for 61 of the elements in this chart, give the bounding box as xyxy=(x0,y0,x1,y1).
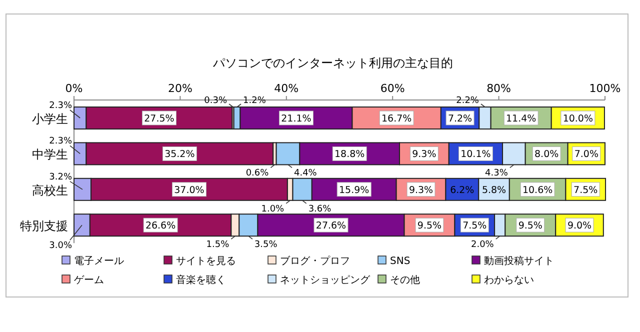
data-label: 7.2% xyxy=(448,114,472,124)
legend-label: 電子メール xyxy=(74,256,124,267)
x-tick-label: 40% xyxy=(274,82,299,95)
data-label: 1.0% xyxy=(261,204,285,214)
chart-title: パソコンでのインターネット利用の主な目的 xyxy=(212,56,453,70)
y-tick-label: 小学生 xyxy=(32,112,68,126)
legend-label: SNS xyxy=(390,256,410,267)
y-tick-label: 高校生 xyxy=(32,183,68,198)
data-label: 26.6% xyxy=(145,220,176,232)
data-label: 3.5% xyxy=(254,240,278,250)
data-label: 4.3% xyxy=(485,168,508,179)
legend-label: 動画投稿サイト xyxy=(484,255,554,267)
data-label: 37.0% xyxy=(174,184,204,196)
data-label: 2.0% xyxy=(470,240,494,250)
data-label: 3.6% xyxy=(308,204,332,214)
data-label: 2.3% xyxy=(49,101,72,111)
data-label: 4.4% xyxy=(294,168,318,179)
data-label: 9.3% xyxy=(412,149,436,160)
x-tick-label: 100% xyxy=(589,82,621,95)
legend-label: サイトを見る xyxy=(176,256,236,267)
data-label: 15.9% xyxy=(339,184,370,196)
x-tick-label: 80% xyxy=(486,82,512,95)
data-label: 7.0% xyxy=(574,149,598,160)
data-label: 5.8% xyxy=(482,184,506,196)
legend-label: 音楽を聴く xyxy=(176,274,226,286)
data-label: 16.7% xyxy=(381,114,412,124)
data-label: 9.0% xyxy=(567,220,592,232)
data-label: 10.0% xyxy=(562,114,594,124)
data-label: 9.3% xyxy=(408,184,434,196)
data-label: 1.2% xyxy=(243,96,266,106)
data-label: 9.5% xyxy=(417,220,442,232)
data-label: 27.5% xyxy=(144,114,174,124)
data-label: 2.2% xyxy=(456,96,480,106)
data-label: 7.5% xyxy=(462,220,487,232)
legend-label: ゲーム xyxy=(74,275,104,286)
legend-label: その他 xyxy=(390,274,420,286)
data-label: 8.0% xyxy=(534,149,559,160)
x-tick-label: 0% xyxy=(65,82,83,95)
data-label: 0.3% xyxy=(204,96,228,106)
legend-label: わからない xyxy=(484,275,534,286)
data-label: 10.1% xyxy=(460,149,491,160)
data-label: 35.2% xyxy=(164,149,195,160)
y-tick-label: 特別支援 xyxy=(20,219,68,234)
data-label: 0.6% xyxy=(246,168,270,179)
data-label: 10.6% xyxy=(522,184,553,196)
data-label: 9.5% xyxy=(518,220,542,232)
x-tick-label: 60% xyxy=(380,82,405,95)
data-label: 7.5% xyxy=(574,184,598,196)
data-label: 6.2% xyxy=(450,184,474,196)
y-tick-label: 中学生 xyxy=(32,148,68,162)
data-label: 3.0% xyxy=(49,241,72,252)
data-label: 27.6% xyxy=(316,220,346,232)
data-label: 2.3% xyxy=(49,136,72,147)
data-label: 21.1% xyxy=(281,114,312,124)
legend-label: ネットショッピング xyxy=(280,275,371,286)
data-label: 18.8% xyxy=(334,149,365,160)
x-tick-label: 20% xyxy=(168,82,192,95)
legend-label: ブログ・プロフ xyxy=(280,255,350,267)
data-label: 11.4% xyxy=(506,114,536,124)
data-label: 3.2% xyxy=(49,172,72,182)
data-label: 1.5% xyxy=(206,240,230,250)
